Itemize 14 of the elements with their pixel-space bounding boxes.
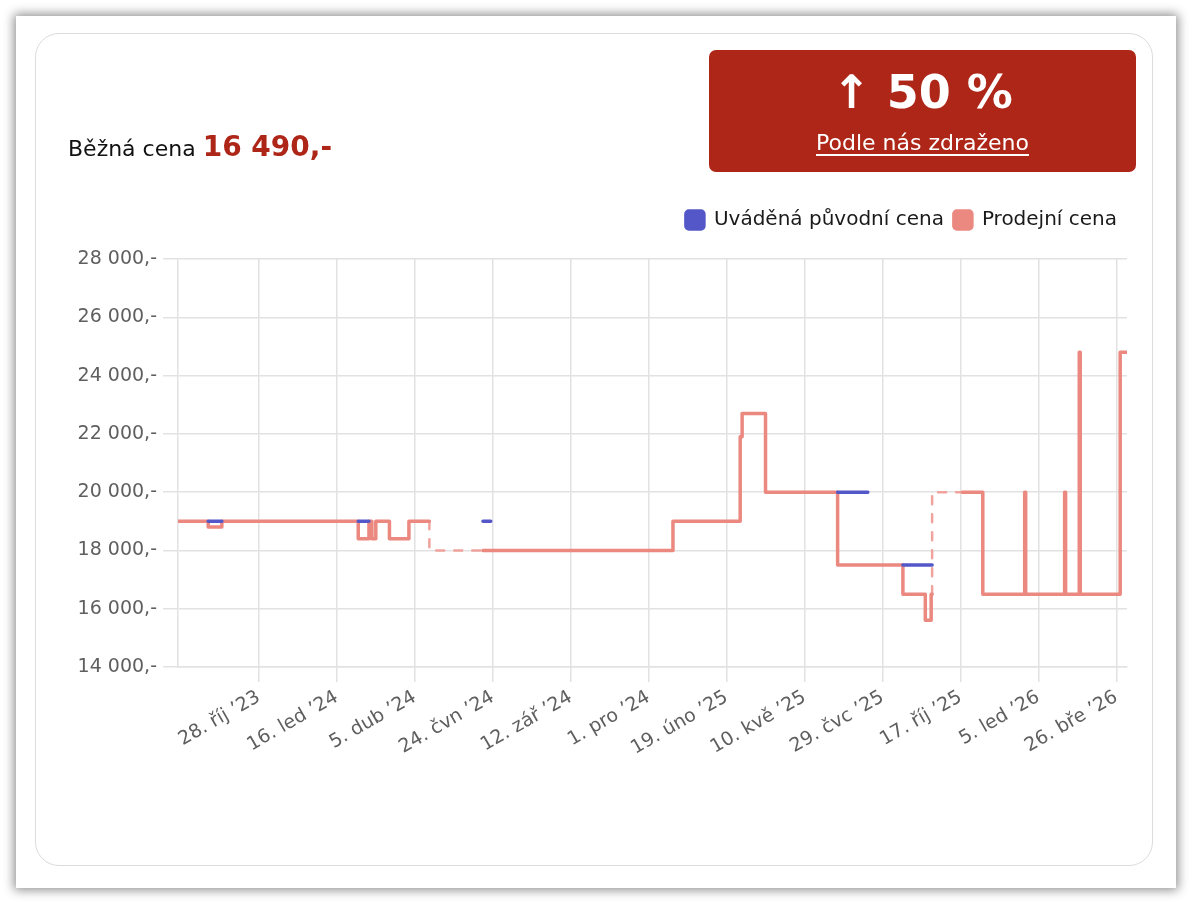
legend-label: Uváděná původní cena bbox=[713, 206, 944, 231]
text: ↑ 50 % bbox=[832, 65, 1013, 119]
y-tick-label: 18 000,- bbox=[77, 537, 157, 560]
text: 16 490,- bbox=[202, 130, 333, 163]
y-tick-label: 26 000,- bbox=[77, 304, 157, 327]
legend-label: Prodejní cena bbox=[981, 206, 1117, 231]
y-tick-label: 24 000,- bbox=[77, 362, 157, 385]
y-tick-label: 22 000,- bbox=[77, 420, 157, 443]
y-tick-label: 16 000,- bbox=[77, 595, 157, 618]
y-tick-label: 28 000,- bbox=[77, 245, 157, 268]
y-tick-label: 20 000,- bbox=[77, 479, 157, 502]
text: Podle nás zdraženo bbox=[816, 130, 1029, 155]
text: Běžná cena bbox=[68, 136, 196, 161]
y-tick-label: 14 000,- bbox=[77, 653, 157, 676]
